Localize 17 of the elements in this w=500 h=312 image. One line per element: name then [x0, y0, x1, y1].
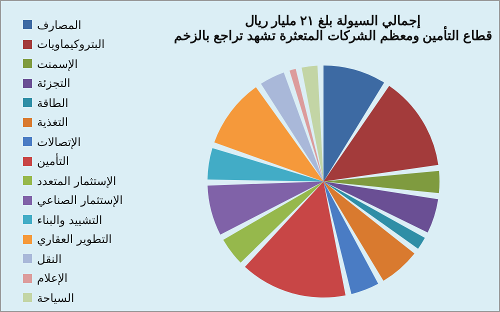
legend-label: الإستثمار المتعدد [37, 174, 116, 188]
legend-label: السياحة [37, 290, 74, 305]
legend-label: الإسمنت [37, 56, 78, 71]
legend-label: التأمين [37, 154, 70, 168]
legend-label: المصارف [37, 18, 82, 32]
legend-label: التغذية [37, 115, 68, 130]
legend-label: التشييد والبناء [37, 212, 102, 227]
text: قطاع التأمين ومعظم الشركات المتعثرة تشهد تراجع بالزخم [172, 28, 494, 43]
chart-title: إجمالي السيولة بلغ ٢١ مليار ريال [244, 13, 422, 28]
legend-label: الإعلام [37, 271, 68, 286]
legend-label: التجزئة [37, 76, 70, 90]
legend-label: الإستثمار الصناعي [37, 193, 123, 208]
legend-label: التطوير العقاري [37, 232, 112, 246]
legend-label: الطاقة [37, 96, 68, 110]
legend-label: الإتصالات [37, 134, 81, 149]
legend-label: النقل [37, 252, 62, 266]
legend-label: البتروكيماويات [37, 37, 105, 52]
